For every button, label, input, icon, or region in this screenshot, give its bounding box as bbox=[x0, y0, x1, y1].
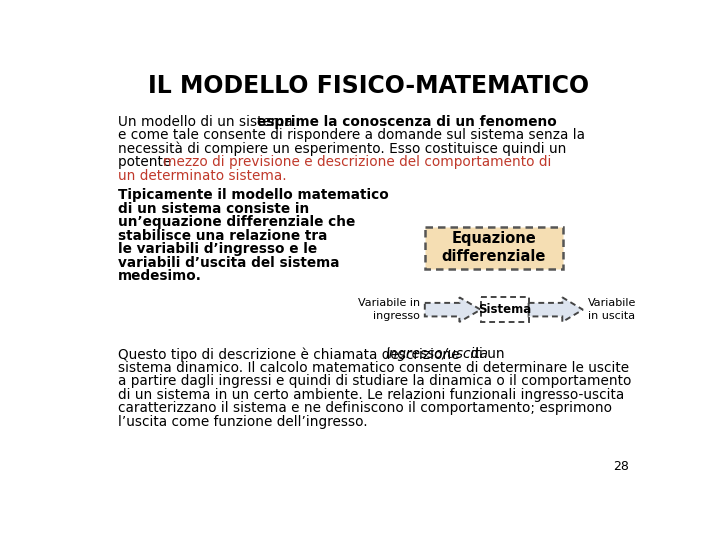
Text: Un modello di un sistema: Un modello di un sistema bbox=[118, 115, 297, 129]
Bar bbox=[481, 298, 528, 322]
FancyBboxPatch shape bbox=[425, 226, 563, 269]
Polygon shape bbox=[528, 298, 583, 322]
Text: 28: 28 bbox=[613, 460, 629, 473]
Text: di un sistema consiste in: di un sistema consiste in bbox=[118, 202, 309, 216]
Text: di un: di un bbox=[466, 347, 505, 361]
Text: in uscita: in uscita bbox=[588, 311, 634, 321]
Text: caratterizzano il sistema e ne definiscono il comportamento; esprimono: caratterizzano il sistema e ne definisco… bbox=[118, 401, 612, 415]
Text: Equazione
differenziale: Equazione differenziale bbox=[441, 232, 546, 264]
Text: a partire dagli ingressi e quindi di studiare la dinamica o il comportamento: a partire dagli ingressi e quindi di stu… bbox=[118, 374, 631, 388]
Text: variabili d’uscita del sistema: variabili d’uscita del sistema bbox=[118, 256, 339, 270]
Text: Tipicamente il modello matematico: Tipicamente il modello matematico bbox=[118, 188, 389, 202]
Polygon shape bbox=[425, 298, 481, 322]
Text: l’uscita come funzione dell’ingresso.: l’uscita come funzione dell’ingresso. bbox=[118, 415, 367, 429]
Text: le variabili d’ingresso e le: le variabili d’ingresso e le bbox=[118, 242, 317, 256]
Text: mezzo di previsione e descrizione del comportamento di: mezzo di previsione e descrizione del co… bbox=[163, 156, 551, 169]
Text: necessità di compiere un esperimento. Esso costituisce quindi un: necessità di compiere un esperimento. Es… bbox=[118, 142, 566, 156]
Text: stabilisce una relazione tra: stabilisce una relazione tra bbox=[118, 229, 328, 243]
Text: Questo tipo di descrizione è chiamata descrizione: Questo tipo di descrizione è chiamata de… bbox=[118, 347, 464, 362]
Text: ingresso/uscita: ingresso/uscita bbox=[386, 347, 489, 361]
Text: e come tale consente di rispondere a domande sul sistema senza la: e come tale consente di rispondere a dom… bbox=[118, 129, 585, 143]
Text: un’equazione differenziale che: un’equazione differenziale che bbox=[118, 215, 355, 230]
Text: sistema dinamico. Il calcolo matematico consente di determinare le uscite: sistema dinamico. Il calcolo matematico … bbox=[118, 361, 629, 375]
Text: Variabile in: Variabile in bbox=[358, 298, 420, 308]
Text: Sistema: Sistema bbox=[478, 303, 531, 316]
Text: di un sistema in un certo ambiente. Le relazioni funzionali ingresso-uscita: di un sistema in un certo ambiente. Le r… bbox=[118, 388, 624, 402]
Text: esprime la conoscenza di un fenomeno: esprime la conoscenza di un fenomeno bbox=[257, 115, 557, 129]
Text: un determinato sistema.: un determinato sistema. bbox=[118, 168, 287, 183]
Text: medesimo.: medesimo. bbox=[118, 269, 202, 284]
Text: ingresso: ingresso bbox=[373, 311, 420, 321]
Text: Variabile: Variabile bbox=[588, 298, 636, 308]
Text: IL MODELLO FISICO-MATEMATICO: IL MODELLO FISICO-MATEMATICO bbox=[148, 75, 590, 98]
Text: potente: potente bbox=[118, 156, 176, 169]
